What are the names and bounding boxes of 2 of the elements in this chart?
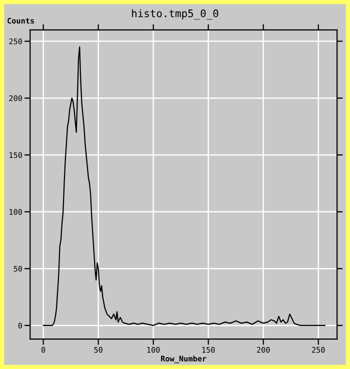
line-series (42, 46, 326, 326)
chart-title: histo.tmp5_0_0 (132, 9, 218, 20)
